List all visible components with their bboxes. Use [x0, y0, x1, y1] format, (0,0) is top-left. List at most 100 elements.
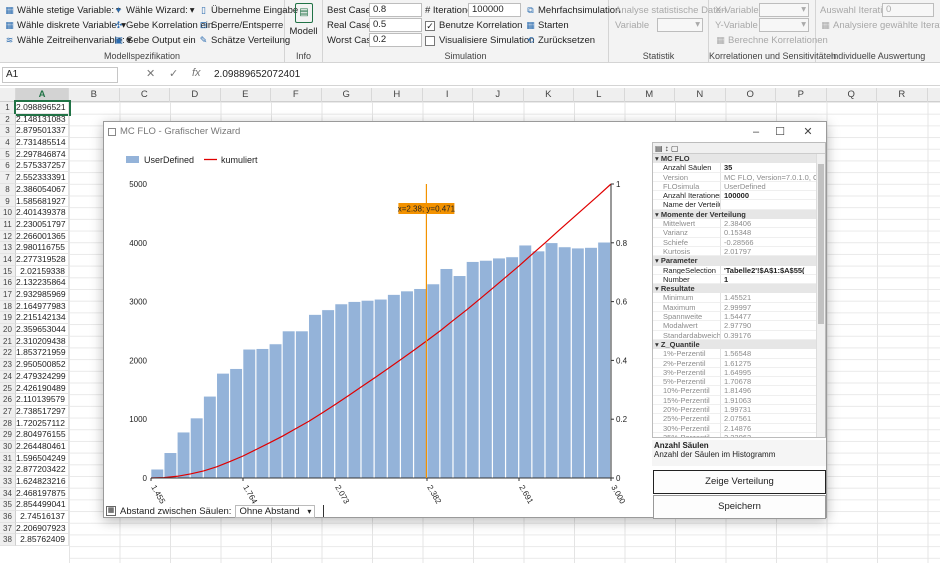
row-header[interactable]: 9 [0, 195, 16, 208]
row-header[interactable]: 38 [0, 534, 16, 547]
row-header[interactable]: 32 [0, 464, 16, 476]
row-header[interactable]: 14 [0, 253, 16, 266]
property-row[interactable]: Anzahl Iterationen 100000 [653, 191, 825, 201]
property-row[interactable]: Name der Verteilung [653, 200, 825, 210]
cell-a30[interactable]: 2.264480461 [16, 440, 69, 453]
cell-a17[interactable]: 2.932985969 [16, 289, 69, 301]
save-button[interactable]: Speichern [653, 495, 826, 519]
collapse-icon[interactable]: ▾ [655, 154, 661, 163]
select-all-corner[interactable] [0, 88, 16, 102]
cell-a11[interactable]: 2.230051797 [16, 218, 69, 231]
real-case-input[interactable]: 0.5 [369, 18, 422, 32]
choose-discrete-variable[interactable]: ▦ Wähle diskrete Variable: ▾ [5, 20, 127, 31]
row-header[interactable]: 30 [0, 440, 16, 453]
y-variable-select[interactable]: ▾ [759, 18, 809, 32]
property-section[interactable]: ▾ Resultate [653, 284, 825, 294]
choose-wizard[interactable]: ✦ Wähle Wizard: ▾ [114, 5, 195, 16]
best-case-input[interactable]: 0.8 [369, 3, 422, 17]
property-row[interactable]: Version MC FLO, Version=7.0.1.0, C [653, 172, 825, 182]
property-row[interactable]: Mittelwert 2.38406 [653, 219, 825, 229]
row-header[interactable]: 29 [0, 429, 16, 441]
column-header-o[interactable]: O [726, 88, 776, 102]
visualize-simulation-checkbox[interactable]: Visualisiere Simulation [425, 33, 534, 48]
apply-input-button[interactable]: ▯ Übernehme Eingabe [198, 3, 298, 18]
cell-a8[interactable]: 2.386054067 [16, 183, 69, 196]
property-value[interactable]: 1 [721, 275, 825, 285]
cell-a1[interactable]: 2.098896521 [14, 100, 71, 116]
cell-a34[interactable]: 2.468197875 [16, 487, 69, 500]
row-header[interactable]: 16 [0, 277, 16, 289]
cell-a37[interactable]: 2.206907923 [16, 522, 69, 535]
row-header[interactable]: 12 [0, 230, 16, 243]
row-header[interactable]: 18 [0, 300, 16, 313]
minimize-icon[interactable]: – [752, 126, 760, 138]
property-value[interactable] [721, 200, 825, 210]
cell-a16[interactable]: 2.132235864 [16, 277, 69, 289]
x-variable-select[interactable]: ▾ [759, 3, 809, 17]
row-header[interactable]: 33 [0, 476, 16, 488]
cell-a12[interactable]: 2.266001365 [16, 230, 69, 243]
cell-a14[interactable]: 2.277319528 [16, 253, 69, 266]
row-header[interactable]: 19 [0, 312, 16, 325]
column-header-p[interactable]: P [776, 88, 827, 102]
cell-a27[interactable]: 2.738517297 [16, 405, 69, 418]
cell-a2[interactable]: 2.148131083 [16, 113, 69, 126]
property-row[interactable]: 10%-Perzentil 1.81496 [653, 386, 825, 396]
property-row[interactable]: 1%-Perzentil 1.56548 [653, 349, 825, 359]
row-header[interactable]: 28 [0, 417, 16, 430]
row-header[interactable]: 1 [0, 102, 16, 114]
column-header-j[interactable]: J [473, 88, 524, 102]
column-header-d[interactable]: D [170, 88, 221, 102]
cell-a5[interactable]: 2.297846874 [16, 148, 69, 161]
multi-simulation-button[interactable]: ⧉ Mehrfachsimulation [525, 3, 620, 18]
row-header[interactable]: 21 [0, 335, 16, 348]
property-row[interactable]: 2%-Perzentil 1.61275 [653, 358, 825, 368]
start-button[interactable]: ▦ Starten [526, 20, 569, 31]
row-header[interactable]: 13 [0, 242, 16, 254]
chart-tool-icon[interactable]: ▦ [106, 506, 116, 516]
row-header[interactable]: 11 [0, 218, 16, 231]
property-row[interactable]: Kurtosis 2.01797 [653, 246, 825, 257]
column-header-q[interactable]: Q [827, 88, 877, 102]
property-row[interactable]: 15%-Perzentil 1.91063 [653, 395, 825, 406]
row-header[interactable]: 24 [0, 370, 16, 383]
row-header[interactable]: 23 [0, 359, 16, 371]
row-header[interactable]: 25 [0, 382, 16, 395]
choose-continuous-variable[interactable]: ▦ Wähle stetige Variable: ▾ [5, 5, 121, 16]
column-header-l[interactable]: L [574, 88, 625, 102]
row-header[interactable]: 8 [0, 183, 16, 196]
property-section[interactable]: ▾ Parameter [653, 256, 825, 266]
property-section[interactable]: ▾ Momente der Verteilung [653, 209, 825, 220]
model-icon[interactable]: ▤ [295, 3, 313, 23]
property-value[interactable]: 'Tabelle2'!$A$1:$A$55( [721, 266, 825, 275]
lock-unlock-button[interactable]: ⊡ Sperre/Entsperre [199, 20, 284, 31]
collapse-icon[interactable]: ▾ [655, 339, 661, 349]
cell-a36[interactable]: 2.74516137 [16, 511, 69, 523]
property-pages-icon[interactable]: ▢ [671, 144, 679, 153]
column-header-m[interactable]: M [625, 88, 675, 102]
property-scrollbar[interactable] [816, 154, 825, 437]
cell-a3[interactable]: 2.879501337 [16, 125, 69, 138]
cell-a31[interactable]: 1.596504249 [16, 452, 69, 465]
row-header[interactable]: 31 [0, 452, 16, 465]
column-header-i[interactable]: I [423, 88, 473, 102]
cell-a29[interactable]: 2.804976155 [16, 429, 69, 441]
column-header-a[interactable]: A [16, 88, 69, 102]
column-header-c[interactable]: C [120, 88, 170, 102]
row-header[interactable]: 3 [0, 125, 16, 138]
cell-a6[interactable]: 2.575337257 [16, 160, 69, 173]
row-header[interactable]: 17 [0, 289, 16, 301]
property-row[interactable]: 35%-Perzentil 2.22063 [653, 432, 825, 437]
row-header[interactable]: 7 [0, 172, 16, 184]
property-row[interactable]: 3%-Perzentil 1.64995 [653, 367, 825, 378]
categorized-icon[interactable]: ▤ [655, 144, 663, 153]
row-header[interactable]: 4 [0, 137, 16, 149]
collapse-icon[interactable]: ▾ [655, 284, 661, 294]
name-box[interactable]: A1 [2, 67, 118, 83]
function-icon[interactable]: fx [192, 67, 201, 79]
cell-a13[interactable]: 2.980116755 [16, 242, 69, 254]
compute-correlations-button[interactable]: ▦ Berechne Korrelationen [716, 35, 828, 46]
column-header-k[interactable]: K [524, 88, 574, 102]
cell-a21[interactable]: 2.310209438 [16, 335, 69, 348]
cell-a19[interactable]: 2.215142134 [16, 312, 69, 325]
